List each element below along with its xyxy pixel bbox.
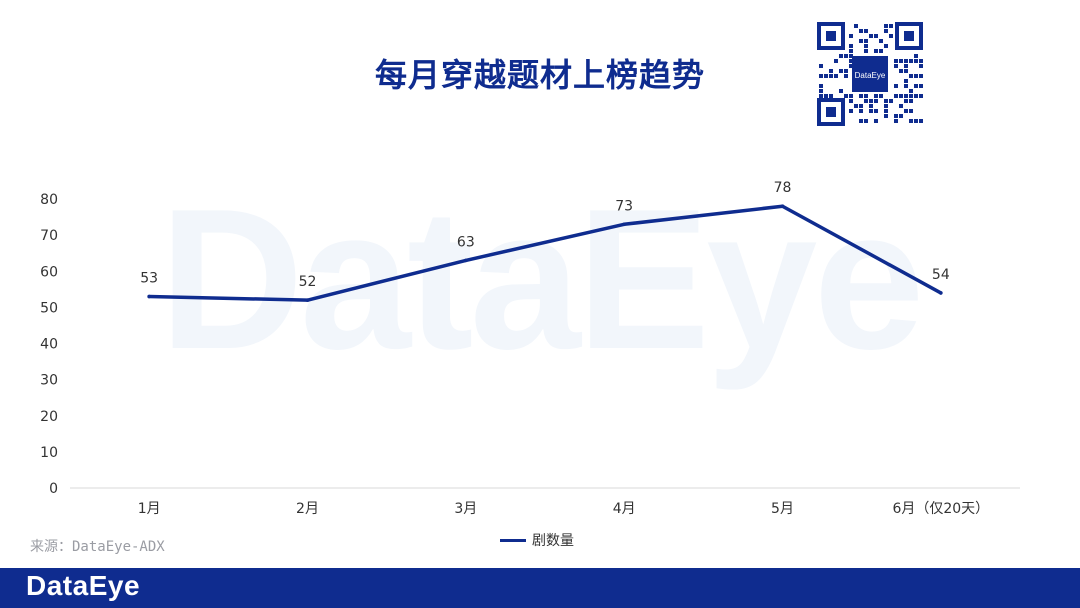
- footer-logo: DataEye: [26, 570, 141, 601]
- data-label: 53: [140, 271, 158, 287]
- source-note: 来源：DataEye-ADX: [30, 539, 165, 555]
- chart-title: 每月穿越题材上榜趋势: [374, 56, 705, 94]
- qr-center-label: DataEye: [855, 71, 886, 80]
- y-tick-label: 20: [40, 409, 58, 425]
- series-line: [147, 204, 943, 302]
- y-tick-label: 30: [40, 373, 58, 389]
- x-tick-label: 6月（仅20天）: [892, 501, 989, 517]
- x-tick-label: 2月: [296, 501, 319, 517]
- y-tick-label: 10: [40, 445, 58, 461]
- y-tick-label: 40: [40, 337, 58, 353]
- y-tick-label: 80: [40, 192, 58, 208]
- y-tick-label: 60: [40, 264, 58, 280]
- data-label: 54: [932, 267, 950, 283]
- x-tick-label: 4月: [613, 501, 636, 517]
- data-point: [305, 298, 310, 302]
- data-label: 63: [457, 234, 475, 250]
- legend-swatch: [500, 538, 526, 542]
- data-point: [939, 291, 943, 295]
- qr-code: DataEye: [817, 22, 923, 126]
- x-tick-label: 5月: [771, 501, 794, 517]
- legend-label: 剧数量: [532, 533, 574, 549]
- legend: 剧数量: [500, 530, 574, 550]
- y-tick-label: 50: [40, 300, 58, 316]
- y-tick-label: 70: [40, 228, 58, 244]
- data-point: [147, 294, 151, 299]
- x-tick-label: 3月: [454, 501, 477, 517]
- data-point: [464, 258, 468, 263]
- x-tick-label: 1月: [138, 501, 161, 517]
- y-tick-label: 0: [49, 481, 58, 497]
- data-label: 52: [299, 274, 317, 290]
- data-label: 78: [774, 180, 792, 196]
- data-point: [780, 204, 785, 209]
- data-label: 73: [615, 198, 633, 214]
- footer-bar: DataEye: [0, 568, 1080, 608]
- data-point: [622, 222, 626, 227]
